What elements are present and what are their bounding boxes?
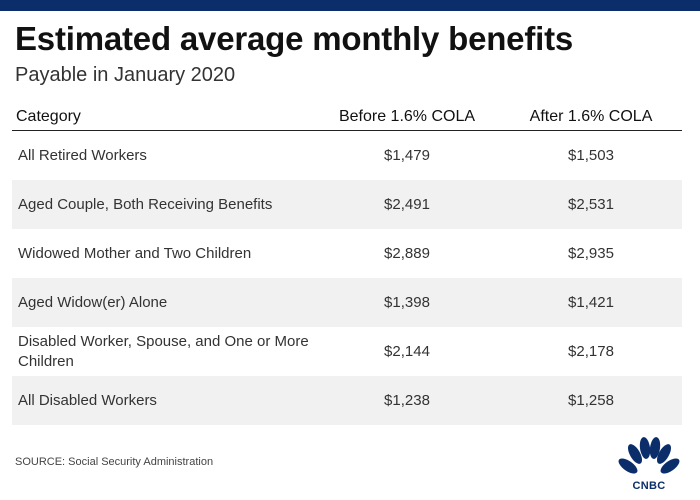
row-value-before: $2,889 [384, 245, 430, 262]
row-category: Widowed Mother and Two Children [18, 244, 252, 262]
row-value-after: $1,503 [568, 147, 614, 164]
row-value-after: $2,531 [568, 196, 614, 213]
row-category: All Disabled Workers [18, 391, 157, 409]
top-accent-bar [0, 0, 700, 11]
column-header-after: After 1.6% COLA [529, 108, 653, 125]
row-value-before: $1,238 [384, 392, 430, 409]
row-value-before: $1,479 [384, 147, 430, 164]
table-row: Aged Couple, Both Receiving Benefits $2,4… [12, 180, 682, 229]
row-value-after: $2,178 [568, 343, 614, 360]
table-body: All Retired Workers $1,479 $1,503 Aged Coup… [12, 131, 682, 425]
source-note: SOURCE: Social Security Administration [15, 456, 214, 468]
row-value-after: $1,258 [568, 392, 614, 409]
row-category: Aged Couple, Both Receiving Benefits [18, 195, 273, 213]
row-value-after: $2,935 [568, 245, 614, 262]
row-value-before: $2,491 [384, 196, 430, 213]
table-row: Disabled Worker, Spouse, and One or More… [12, 327, 682, 376]
cnbc-logo-text: CNBC [632, 480, 666, 492]
row-value-after: $1,421 [568, 294, 614, 311]
column-header-before: Before 1.6% COLA [338, 108, 476, 125]
table-row: All Disabled Workers $1,238 $1,258 [12, 376, 682, 425]
table-row: All Retired Workers $1,479 $1,503 [12, 131, 682, 180]
chart-title: Estimated average monthly benefits [15, 20, 574, 57]
table-row: Widowed Mother and Two Children $2,889 $2,… [12, 229, 682, 278]
benefits-table: Category Before 1.6% COLA After 1.6% COL… [12, 104, 682, 425]
row-category: Disabled Worker, Spouse, and One or More… [18, 332, 309, 370]
row-category: Aged Widow(er) Alone [18, 293, 168, 311]
row-value-before: $2,144 [384, 343, 430, 360]
column-header-category: Category [16, 108, 81, 125]
table-header: Category Before 1.6% COLA After 1.6% COL… [12, 104, 682, 131]
chart-subtitle: Payable in January 2020 [15, 64, 236, 86]
table-row: Aged Widow(er) Alone $1,398 $1,421 [12, 278, 682, 327]
cnbc-peacock-logo [618, 437, 680, 478]
row-value-before: $1,398 [384, 294, 430, 311]
row-category: All Retired Workers [18, 146, 147, 164]
